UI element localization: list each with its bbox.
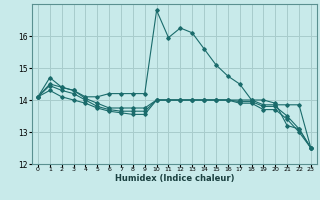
X-axis label: Humidex (Indice chaleur): Humidex (Indice chaleur): [115, 174, 234, 183]
